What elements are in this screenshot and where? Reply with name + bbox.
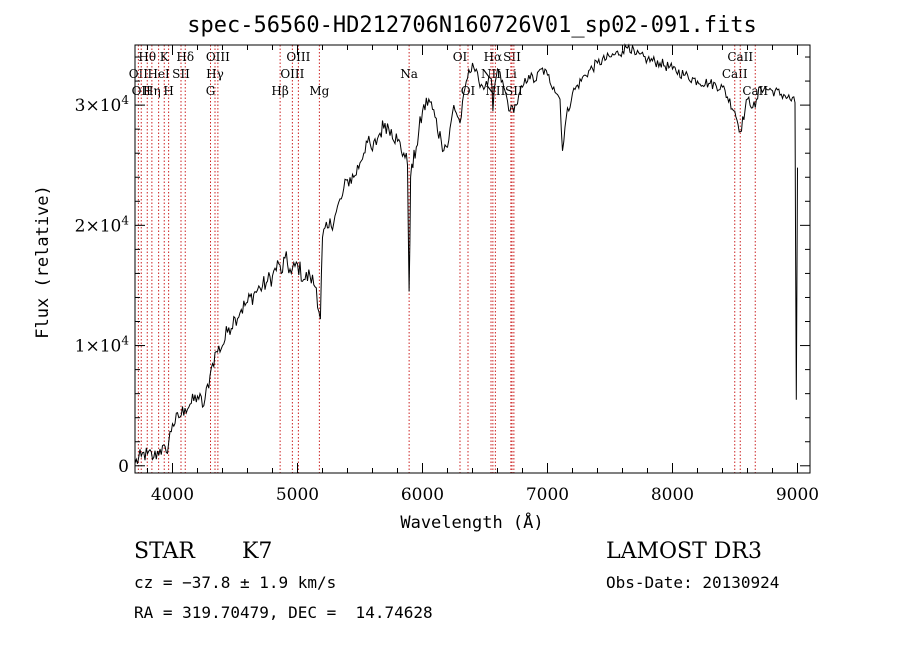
- line-marker-label-13: OIII: [280, 67, 304, 81]
- y-tick-label-1: 1×104: [75, 334, 130, 357]
- x-tick-label-5: 9000: [776, 485, 819, 505]
- line-marker-label-26: CaII: [727, 50, 753, 64]
- line-marker-label-16: Na: [400, 67, 418, 81]
- plot-axes: 4000 5000 6000 7000 8000 9000 0 1×104 2×104 3×104: [75, 44, 819, 505]
- plot-frame: [134, 44, 811, 474]
- y-tick-label-2: 2×104: [75, 213, 130, 236]
- line-marker-label-17: OI: [453, 50, 468, 64]
- line-marker-label-9: G: [206, 84, 216, 98]
- spectrum-line: [134, 43, 798, 464]
- observation-date: Obs-Date: 20130924: [606, 573, 780, 592]
- line-marker-label-5: K: [160, 50, 170, 64]
- chart-title: spec-56560-HD212706N160726V01_sp02-091.f…: [187, 13, 757, 38]
- line-markers: OII OII Hθ Hη HeI K H SII Hδ G Hγ OIII Hβ OIII OIII Mg N…: [129, 45, 768, 473]
- spectral-subclass: K7: [242, 539, 273, 564]
- y-tick-label-0: 0: [118, 457, 129, 477]
- redshift-cz: cz = −37.8 ± 1.9 km/s: [134, 573, 337, 592]
- line-marker-label-23: SII: [503, 50, 521, 64]
- x-tick-label-1: 5000: [276, 485, 319, 505]
- line-marker-label-18: OI: [461, 84, 476, 98]
- object-type: STAR: [134, 539, 195, 564]
- line-marker-label-20: Hα: [484, 50, 503, 64]
- line-marker-label-10: Hγ: [206, 67, 224, 81]
- survey-name: LAMOST DR3: [606, 539, 762, 564]
- y-axis-label: Flux (relative): [33, 185, 53, 339]
- line-marker-label-27: CaII: [742, 84, 768, 98]
- line-marker-label-8: Hδ: [176, 50, 194, 64]
- line-marker-label-6: H: [163, 84, 173, 98]
- x-tick-label-0: 4000: [151, 485, 194, 505]
- line-marker-label-14: OIII: [286, 50, 310, 64]
- line-marker-label-15: Mg: [309, 84, 329, 98]
- x-tick-label-2: 6000: [401, 485, 444, 505]
- line-marker-label-0: OII: [129, 67, 149, 81]
- coordinates: RA = 319.70479, DEC = 14.74628: [134, 603, 433, 622]
- line-marker-label-1: OII: [132, 84, 152, 98]
- line-marker-label-2: Hθ: [138, 50, 156, 64]
- y-tick-label-3: 3×104: [75, 93, 130, 116]
- line-marker-label-22: Li: [505, 67, 517, 81]
- line-marker-label-21: NII: [485, 84, 505, 98]
- spectrum-series: [134, 43, 798, 464]
- line-marker-label-7: SII: [172, 67, 190, 81]
- x-axis-label: Wavelength (Å): [400, 511, 543, 533]
- line-marker-label-11: OIII: [206, 50, 230, 64]
- x-tick-label-4: 8000: [651, 485, 694, 505]
- line-marker-label-12: Hβ: [271, 84, 288, 98]
- x-tick-label-3: 7000: [526, 485, 569, 505]
- line-marker-label-25: CaII: [722, 67, 748, 81]
- line-marker-label-3: Hη: [143, 84, 161, 98]
- line-marker-label-4: HeI: [147, 67, 170, 81]
